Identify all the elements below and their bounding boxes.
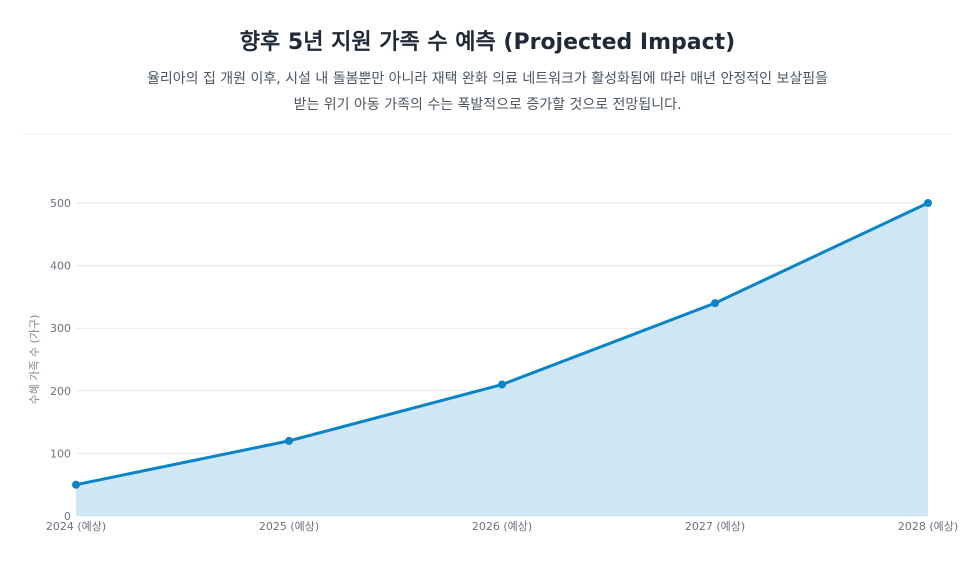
y-tick-label-400: 400 — [50, 260, 71, 273]
y-tick-label-200: 200 — [50, 385, 71, 398]
header-divider — [22, 133, 952, 134]
data-point-2027 — [711, 299, 719, 308]
y-tick-label-100: 100 — [50, 447, 71, 460]
data-point-2026 — [498, 380, 506, 389]
series-area-fill — [76, 203, 928, 516]
data-point-2028 — [924, 199, 932, 207]
y-tick-label-500: 500 — [50, 197, 71, 210]
subtitle-line-1: 율리아의 집 개원 이후, 시설 내 돌봄뿐만 아니라 재택 완화 의료 네트워… — [146, 71, 828, 87]
x-tick-label-2026: 2026 (예상) — [472, 520, 532, 533]
data-point-2024 — [72, 480, 80, 489]
data-point-2025 — [285, 436, 293, 445]
x-tick-label-2025: 2025 (예상) — [259, 520, 319, 533]
x-tick-label-2024: 2024 (예상) — [46, 520, 106, 533]
x-tick-label-2027: 2027 (예상) — [685, 520, 745, 533]
subtitle-line-2: 받는 위기 아동 가족의 수는 폭발적으로 증가할 것으로 전망됩니다. — [293, 97, 682, 113]
y-tick-label-300: 300 — [50, 322, 71, 335]
page-subtitle: 율리아의 집 개원 이후, 시설 내 돌봄뿐만 아니라 재택 완화 의료 네트워… — [70, 66, 905, 118]
page-title: 향후 5년 지원 가족 수 예측 (Projected Impact) — [239, 30, 736, 55]
y-axis-label: 수혜 가족 수 (가구) — [28, 315, 41, 405]
y-tick-label-0: 0 — [64, 510, 71, 523]
x-tick-label-2028: 2028 (예상) — [898, 520, 958, 533]
